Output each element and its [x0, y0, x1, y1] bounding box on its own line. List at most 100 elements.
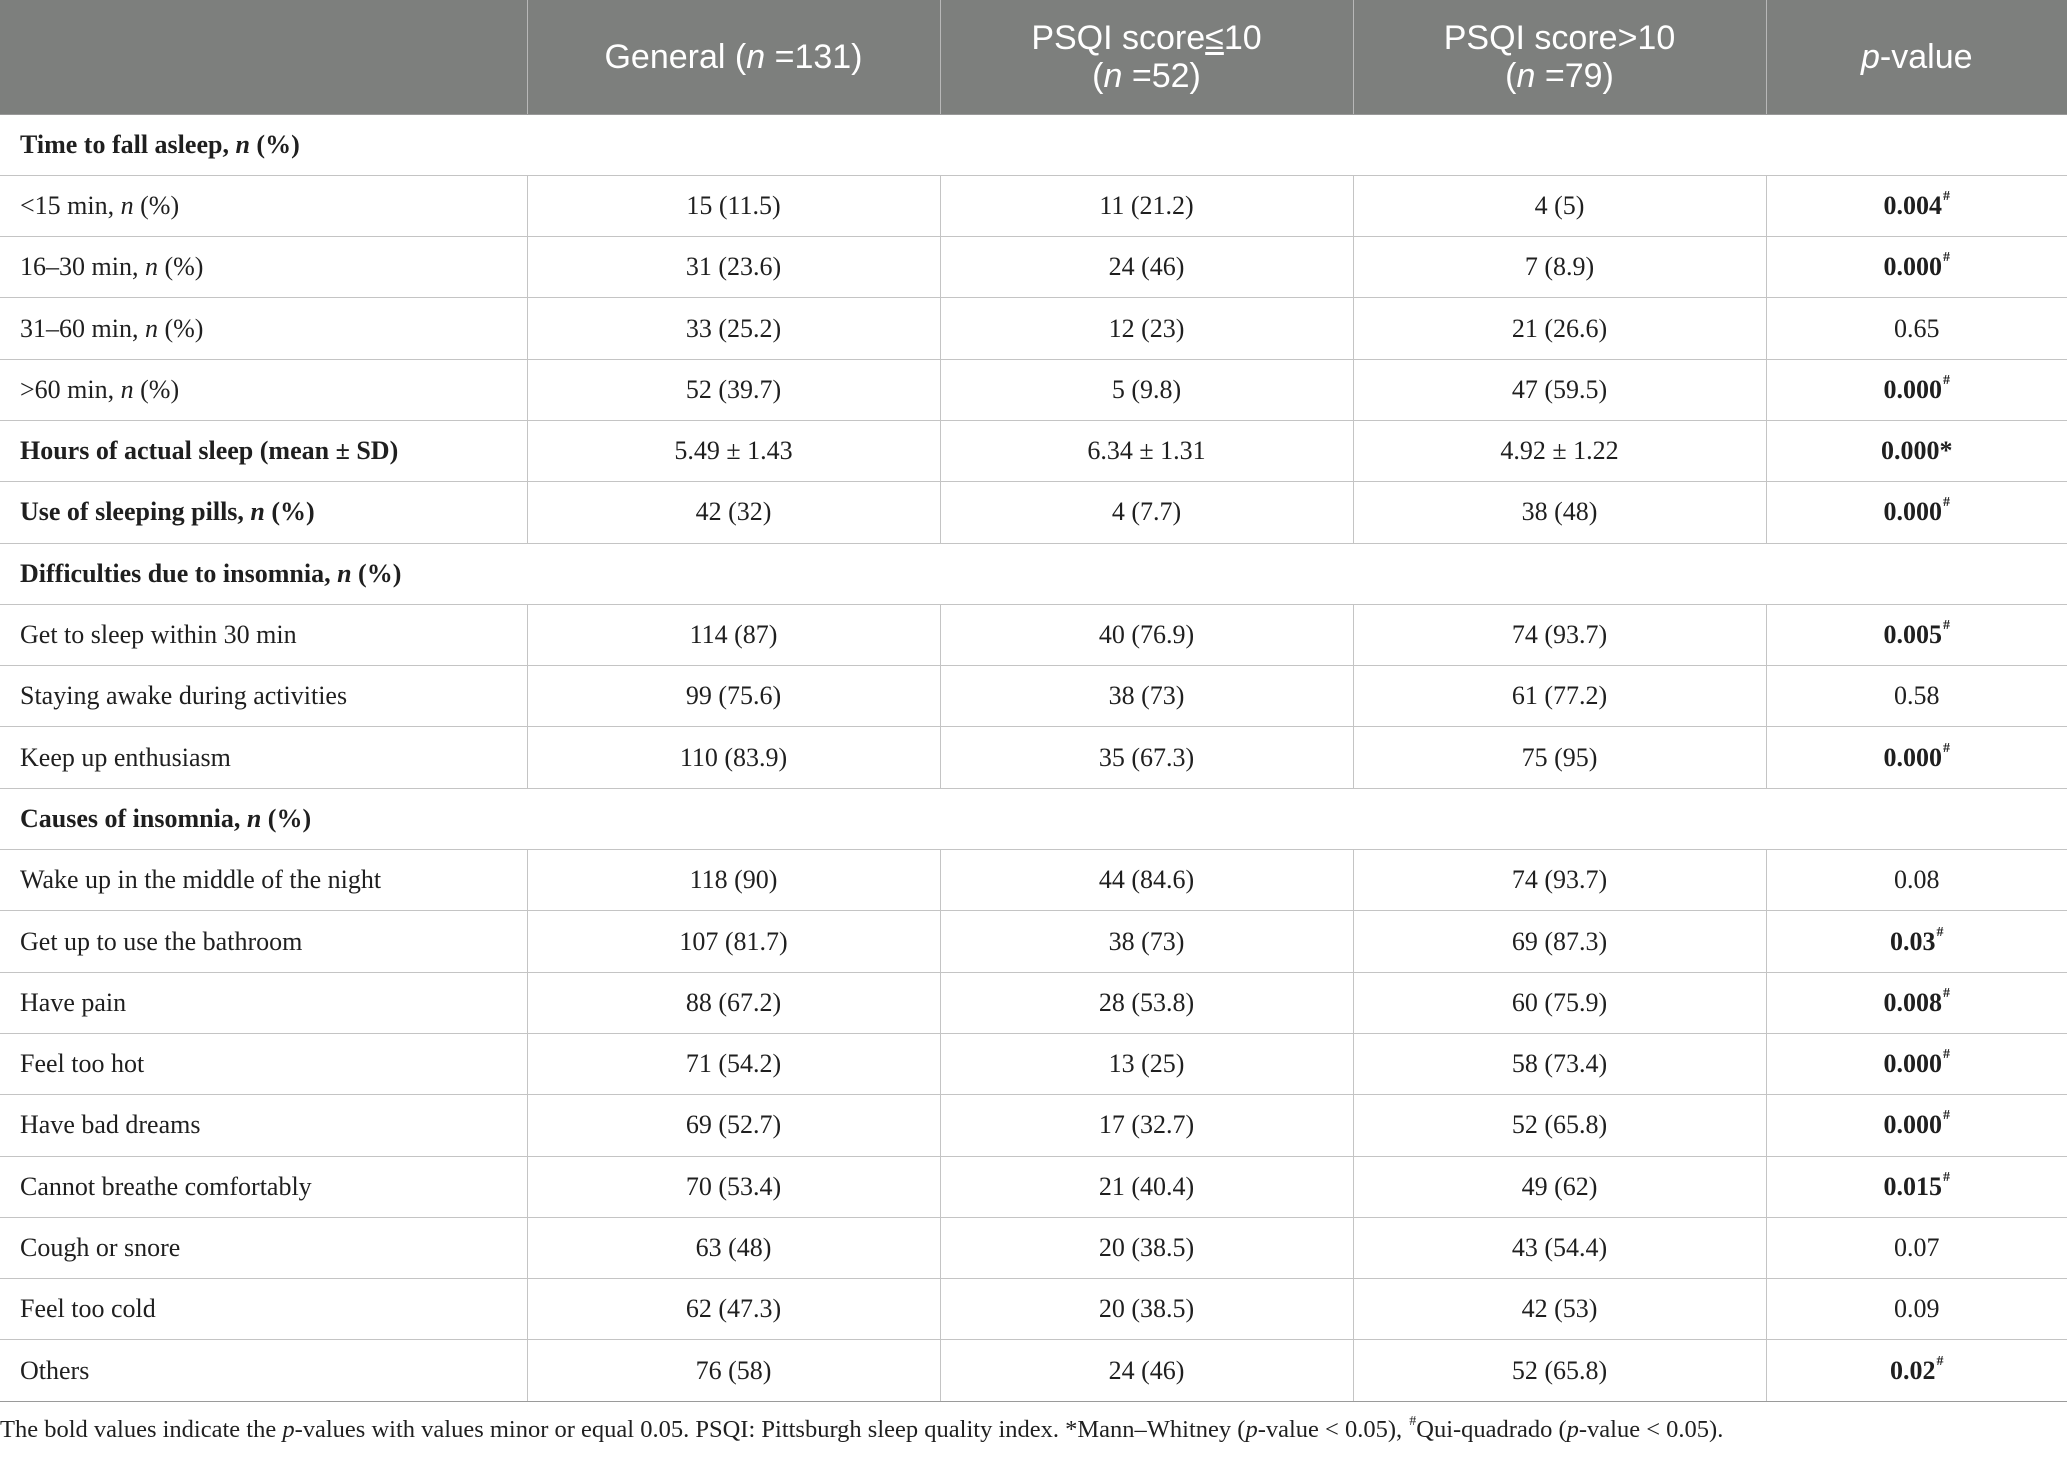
row-label: Others — [0, 1339, 528, 1402]
row-label-text: Get to sleep within 30 min — [20, 620, 297, 650]
cell-p-value: 0.000# — [1766, 481, 2067, 544]
table-row: Cough or snore 63 (48) 20 (38.5) 43 (54.4) 0… — [0, 1216, 2067, 1280]
table-row: Have pain 88 (67.2) 28 (53.8) 60 (75.9) 0.00… — [0, 971, 2067, 1034]
cell-p-value: 0.65 — [1766, 297, 2067, 360]
row-label-italic: n — [120, 374, 134, 404]
row-label-text: 16–30 min, — [20, 252, 145, 282]
cell-psqi-low: 38 (73) — [940, 665, 1354, 728]
section-row: Difficulties due to insomnia, n (%) — [0, 542, 2067, 605]
cell-psqi-low: 38 (73) — [940, 910, 1354, 973]
cell-general: 107 (81.7) — [527, 910, 941, 973]
cell-psqi-low: 40 (76.9) — [940, 603, 1354, 667]
cell-general: 33 (25.2) — [527, 297, 941, 360]
row-label-text: Keep up enthusiasm — [20, 742, 231, 772]
p-value-text: 0.09 — [1894, 1294, 1940, 1324]
table-row: Others 76 (58) 24 (46) 52 (65.8) 0.02# — [0, 1339, 2067, 1402]
cell-psqi-low: 17 (32.7) — [940, 1094, 1354, 1157]
cell-psqi-low: 12 (23) — [940, 297, 1354, 360]
cell-general: 110 (83.9) — [527, 726, 941, 789]
section-title-text: Difficulties due to insomnia, — [20, 558, 338, 588]
row-label: 16–30 min, n (%) — [0, 236, 528, 299]
p-value-marker: # — [1943, 740, 1950, 756]
section-row: Time to fall asleep, n (%) — [0, 113, 2067, 176]
row-label-text: Wake up in the middle of the night — [20, 865, 382, 895]
row-label: Use of sleeping pills, n (%) — [0, 481, 528, 544]
row-label-text: Feel too cold — [20, 1294, 156, 1324]
p-value-text: 0.000 — [1883, 497, 1943, 527]
cell-general: 118 (90) — [527, 849, 941, 912]
cell-general: 31 (23.6) — [527, 236, 941, 299]
section-title-text: Causes of insomnia, — [20, 803, 247, 833]
cell-psqi-high: 4 (5) — [1353, 174, 1767, 238]
cell-psqi-high: 75 (95) — [1353, 726, 1767, 789]
row-label-text: >60 min, — [20, 374, 121, 404]
p-value-text: 0.000 — [1883, 374, 1943, 404]
row-label-suffix: (%) — [133, 190, 180, 220]
table-row: 16–30 min, n (%) 31 (23.6) 24 (46) 7 (8.9) 0… — [0, 236, 2067, 299]
cell-psqi-low: 5 (9.8) — [940, 358, 1354, 421]
p-value-text: 0.008 — [1883, 987, 1943, 1017]
section-title: Difficulties due to insomnia, n (%) — [0, 542, 2067, 605]
cell-psqi-high: 47 (59.5) — [1353, 358, 1767, 421]
row-label-text: Have pain — [20, 987, 127, 1017]
row-label-suffix: (%) — [157, 313, 204, 343]
row-label-text: Hours of actual sleep (mean ± SD) — [20, 436, 399, 466]
cell-general: 63 (48) — [527, 1216, 941, 1280]
table-row: Have bad dreams 69 (52.7) 17 (32.7) 52 (65.… — [0, 1094, 2067, 1157]
row-label: Wake up in the middle of the night — [0, 849, 528, 912]
section-title-suffix: (%) — [351, 558, 402, 588]
row-label-text: Cough or snore — [20, 1232, 181, 1262]
table-row: Hours of actual sleep (mean ± SD) 5.49 ± … — [0, 419, 2067, 483]
cell-p-value: 0.004# — [1766, 174, 2067, 238]
row-label: Keep up enthusiasm — [0, 726, 528, 789]
cell-p-value: 0.08 — [1766, 849, 2067, 912]
p-value-text: 0.07 — [1894, 1232, 1940, 1262]
cell-p-value: 0.02# — [1766, 1339, 2067, 1402]
p-value-text: 0.005 — [1883, 620, 1943, 650]
row-label-text: <15 min, — [20, 190, 121, 220]
p-value-marker: # — [1943, 1108, 1950, 1124]
p-value-marker: # — [1936, 1353, 1944, 1369]
cell-p-value: 0.000# — [1766, 358, 2067, 421]
p-value-text: 0.015 — [1883, 1171, 1943, 1201]
section-title-text: Time to fall asleep, — [20, 129, 236, 159]
row-label: <15 min, n (%) — [0, 174, 528, 238]
cell-psqi-low: 21 (40.4) — [940, 1155, 1354, 1218]
cell-general: 76 (58) — [527, 1339, 941, 1402]
cell-psqi-low: 20 (38.5) — [940, 1278, 1354, 1341]
cell-psqi-high: 42 (53) — [1353, 1278, 1767, 1341]
cell-general: 69 (52.7) — [527, 1094, 941, 1157]
p-value-text: 0.000* — [1881, 436, 1953, 466]
row-label: Cannot breathe comfortably — [0, 1155, 528, 1218]
p-value-marker: # — [1936, 924, 1944, 940]
cell-general: 52 (39.7) — [527, 358, 941, 421]
row-label-suffix: (%) — [133, 374, 180, 404]
cell-general: 70 (53.4) — [527, 1155, 941, 1218]
row-label-italic: n — [250, 497, 265, 527]
header-row: General (n =131) PSQI score≤10 (n =52) PS… — [0, 0, 2067, 115]
table-row: <15 min, n (%) 15 (11.5) 11 (21.2) 4 (5) 0.0… — [0, 174, 2067, 238]
cell-psqi-high: 52 (65.8) — [1353, 1339, 1767, 1402]
cell-psqi-low: 4 (7.7) — [940, 481, 1354, 544]
header-psqi-low: PSQI score≤10 (n =52) — [940, 0, 1354, 115]
table-row: Wake up in the middle of the night 118 (9… — [0, 849, 2067, 912]
cell-p-value: 0.07 — [1766, 1216, 2067, 1280]
section-title-italic: n — [235, 129, 250, 159]
cell-psqi-low: 24 (46) — [940, 236, 1354, 299]
cell-psqi-high: 21 (26.6) — [1353, 297, 1767, 360]
row-label-text: 31–60 min, — [20, 313, 145, 343]
p-value-text: 0.000 — [1883, 1110, 1943, 1140]
cell-p-value: 0.000# — [1766, 1032, 2067, 1096]
cell-psqi-high: 43 (54.4) — [1353, 1216, 1767, 1280]
cell-p-value: 0.09 — [1766, 1278, 2067, 1341]
table-row: 31–60 min, n (%) 33 (25.2) 12 (23) 21 (26.6… — [0, 297, 2067, 360]
table-row: Keep up enthusiasm 110 (83.9) 35 (67.3) 75 … — [0, 726, 2067, 789]
row-label-suffix: (%) — [157, 252, 204, 282]
section-title: Causes of insomnia, n (%) — [0, 787, 2067, 851]
sleep-results-table: General (n =131) PSQI score≤10 (n =52) PS… — [0, 0, 2067, 1402]
cell-psqi-high: 52 (65.8) — [1353, 1094, 1767, 1157]
row-label-text: Cannot breathe comfortably — [20, 1171, 312, 1201]
section-title: Time to fall asleep, n (%) — [0, 113, 2067, 176]
cell-psqi-high: 69 (87.3) — [1353, 910, 1767, 973]
cell-psqi-high: 61 (77.2) — [1353, 665, 1767, 728]
